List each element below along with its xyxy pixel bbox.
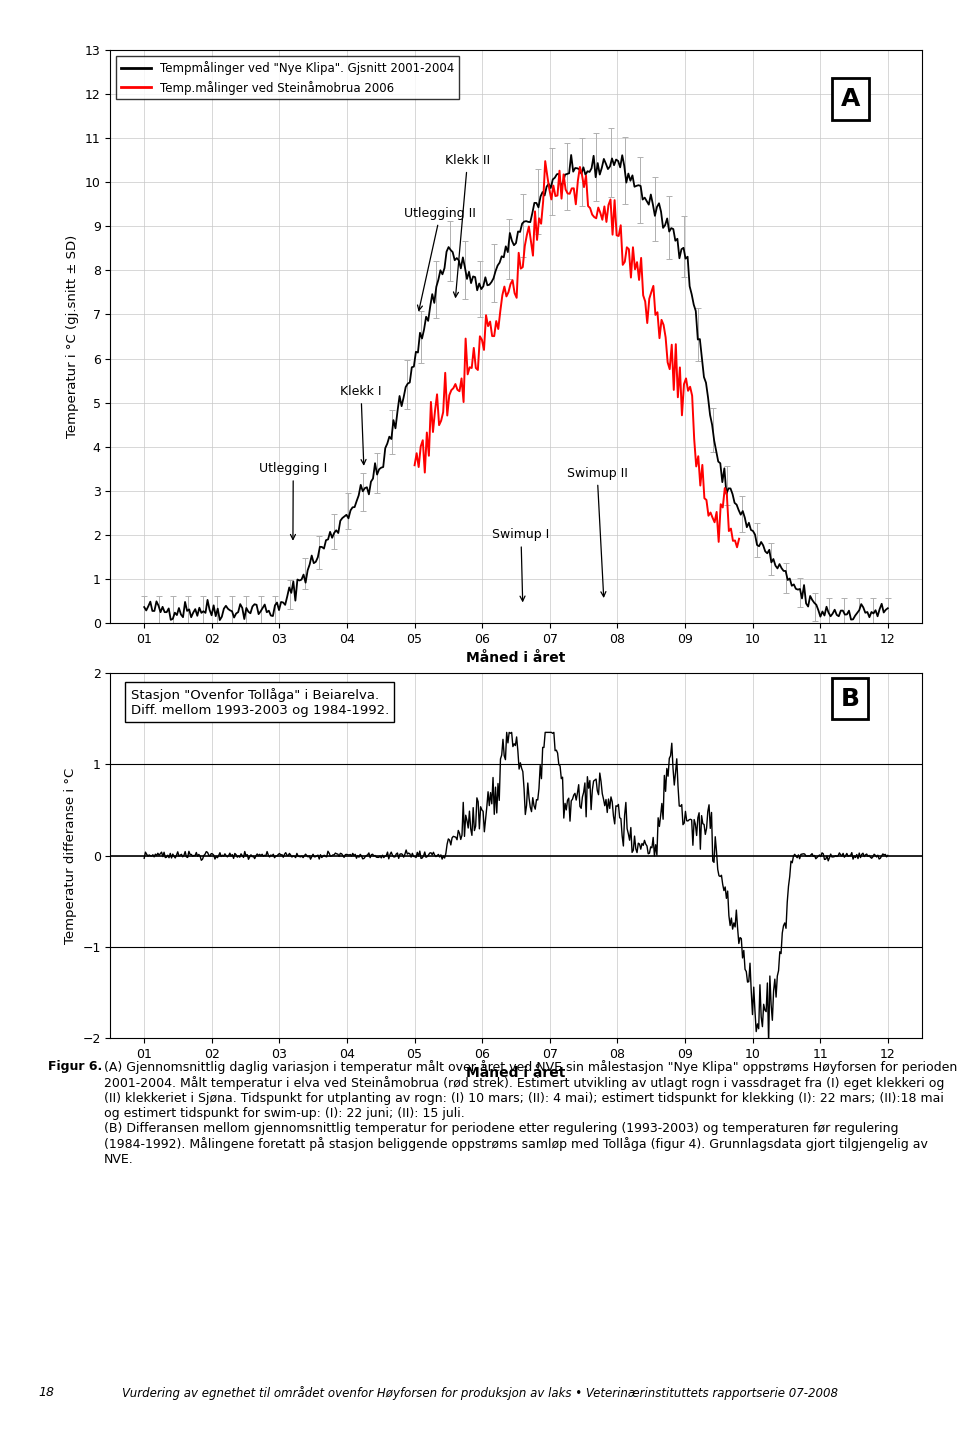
Text: Figur 6.: Figur 6. xyxy=(48,1060,103,1073)
X-axis label: Måned i året: Måned i året xyxy=(467,652,565,666)
Text: Vurdering av egnethet til området ovenfor Høyforsen for produksjon av laks • Vet: Vurdering av egnethet til området ovenfo… xyxy=(122,1386,838,1400)
Text: A: A xyxy=(841,87,860,110)
Text: Klekk II: Klekk II xyxy=(445,153,491,296)
Text: (A) Gjennomsnittlig daglig variasjon i temperatur målt over året ved NVE sin mål: (A) Gjennomsnittlig daglig variasjon i t… xyxy=(104,1060,957,1166)
Text: 18: 18 xyxy=(38,1386,55,1399)
Text: Stasjon "Ovenfor Tollåga" i Beiarelva.
Diff. mellom 1993-2003 og 1984-1992.: Stasjon "Ovenfor Tollåga" i Beiarelva. D… xyxy=(131,687,389,716)
Text: B: B xyxy=(841,686,860,710)
Text: Utlegging I: Utlegging I xyxy=(259,463,327,540)
Y-axis label: Temperatur differanse i °C: Temperatur differanse i °C xyxy=(63,768,77,944)
Text: Klekk I: Klekk I xyxy=(340,385,382,464)
Legend: Tempmålinger ved "Nye Klipa". Gjsnitt 2001-2004, Temp.målinger ved Steinåmobrua : Tempmålinger ved "Nye Klipa". Gjsnitt 20… xyxy=(116,56,459,99)
Text: Utlegging II: Utlegging II xyxy=(404,206,476,311)
Text: Swimup II: Swimup II xyxy=(566,467,628,597)
Y-axis label: Temperatur i °C (gj.snitt ± SD): Temperatur i °C (gj.snitt ± SD) xyxy=(66,235,80,438)
Text: Swimup I: Swimup I xyxy=(492,528,549,601)
X-axis label: Måned i året: Måned i året xyxy=(467,1067,565,1081)
